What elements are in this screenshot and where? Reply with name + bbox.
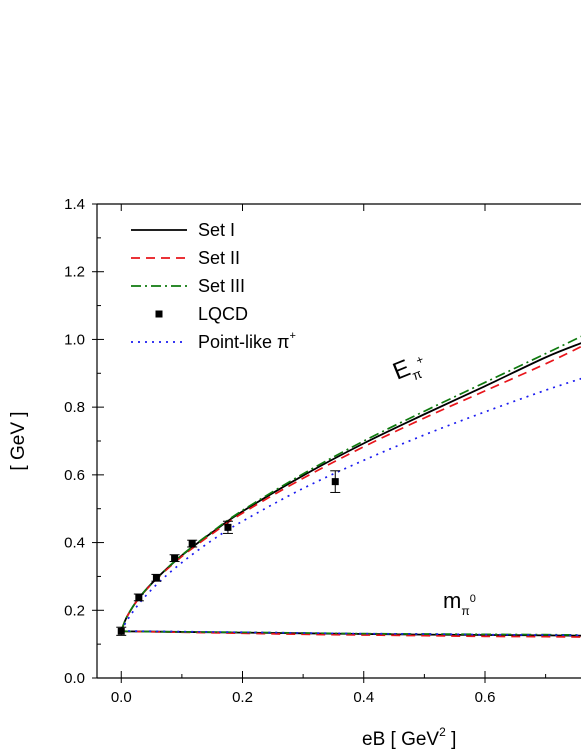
y-tick-label-5: 1.0 xyxy=(64,331,85,348)
legend-label-text-1: Set II xyxy=(198,248,240,268)
legend-label-1: Set II xyxy=(198,248,240,268)
legend-label-text-4: Point-like π xyxy=(198,332,289,352)
y-tick-label-4: 0.8 xyxy=(64,399,85,416)
series-line-3 xyxy=(120,377,581,632)
x-tick-label-0: 0.0 xyxy=(111,689,132,706)
annotation-sup-0: + xyxy=(414,352,426,368)
legend-marker-3 xyxy=(155,310,163,318)
series-line-1 xyxy=(120,345,581,632)
series-line-6 xyxy=(121,630,581,636)
x-axis-title-sup: 2 xyxy=(439,725,446,739)
annotation-text-0: Eπ+ xyxy=(389,348,430,389)
annotation-1: mπ0 xyxy=(443,588,476,618)
y-tick-label-1: 0.2 xyxy=(64,602,85,619)
y-axis-title: [ GeV ] xyxy=(8,411,29,470)
lqcd-point-2 xyxy=(152,574,160,582)
annotation-sub-0: π xyxy=(410,366,424,383)
annotation-sup-1: 0 xyxy=(470,593,476,605)
lqcd-point-4 xyxy=(188,540,196,548)
annotation-text-1: mπ0 xyxy=(443,588,476,618)
x-tick-label-1: 0.2 xyxy=(232,689,253,706)
y-tick-label-7: 1.4 xyxy=(64,196,85,213)
x-axis-title-main: eB [ GeV xyxy=(362,729,439,750)
legend-label-0: Set I xyxy=(198,220,235,240)
y-tick-label-2: 0.4 xyxy=(64,535,85,552)
y-tick-label-6: 1.2 xyxy=(64,264,85,281)
lqcd-point-5 xyxy=(224,523,232,531)
series-line-7 xyxy=(121,630,581,637)
annotation-main-1: m xyxy=(443,588,461,613)
y-tick-label-3: 0.6 xyxy=(64,467,85,484)
legend-label-text-0: Set I xyxy=(198,220,235,240)
lqcd-point-1 xyxy=(135,593,143,601)
legend-label-4: Point-like π+ xyxy=(198,330,296,352)
legend-label-2: Set III xyxy=(198,276,245,296)
x-tick-label-3: 0.6 xyxy=(475,689,496,706)
legend-label-sup-4: + xyxy=(289,330,295,342)
series-line-0 xyxy=(120,342,581,632)
lqcd-point-3 xyxy=(171,554,179,562)
y-tick-label-0: 0.0 xyxy=(64,670,85,687)
legend-label-text-3: LQCD xyxy=(198,304,248,324)
x-axis-title: eB [ GeV2 ] xyxy=(362,725,456,750)
lqcd-point-6 xyxy=(331,478,339,486)
series-line-2 xyxy=(120,335,581,632)
annotation-sub-1: π xyxy=(461,604,469,618)
lqcd-point-0 xyxy=(117,627,125,635)
legend-label-3: LQCD xyxy=(198,304,248,324)
x-tick-label-2: 0.4 xyxy=(353,689,374,706)
x-axis-title-end: ] xyxy=(446,729,457,750)
annotation-0: Eπ+ xyxy=(389,348,430,389)
legend-label-text-2: Set III xyxy=(198,276,245,296)
